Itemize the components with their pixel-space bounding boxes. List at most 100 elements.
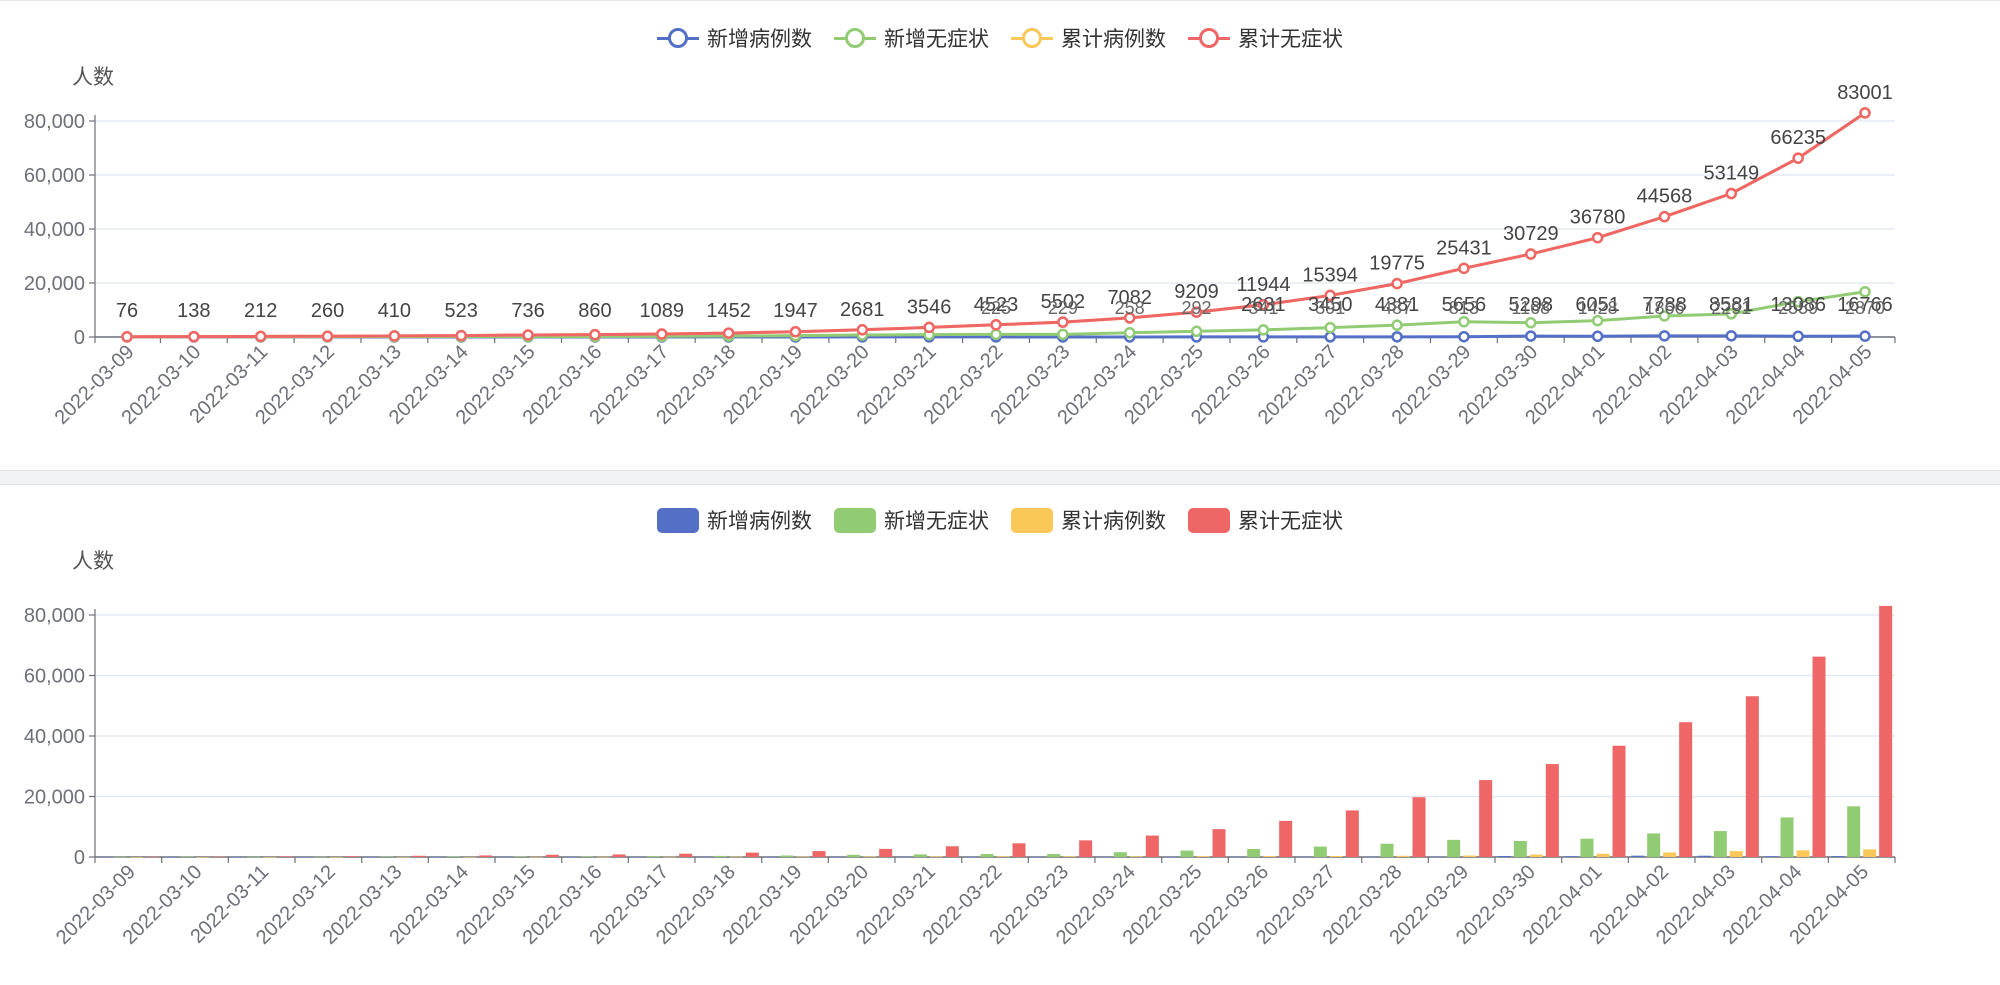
- bar: [1113, 852, 1127, 857]
- bar: [1545, 764, 1559, 857]
- legend-label: 新增无症状: [884, 510, 989, 533]
- legend-line-marker: [657, 28, 699, 48]
- bar: [679, 853, 693, 857]
- bar: [1263, 856, 1277, 857]
- legend-label: 累计病例数: [1061, 28, 1166, 51]
- bar: [796, 856, 810, 858]
- legend-item-cumulative-asymptomatic[interactable]: 累计无症状: [1188, 505, 1343, 535]
- bar: [1396, 855, 1410, 857]
- bar: [180, 856, 194, 858]
- line-chart-panel: 新增病例数 新增无症状 累计病例数 累计无症状 人数 0 20,000 40,000…: [0, 0, 2000, 471]
- data-point: [121, 331, 133, 343]
- data-point: [1257, 299, 1270, 311]
- bar: [1513, 840, 1527, 857]
- bar: [212, 856, 226, 858]
- bar: [1564, 856, 1578, 857]
- bar: [1847, 806, 1861, 857]
- data-label: 138: [177, 300, 210, 322]
- data-label: 229: [1048, 298, 1078, 318]
- bar: [129, 856, 143, 858]
- bar: [1279, 820, 1293, 857]
- data-label: 66235: [1770, 127, 1826, 149]
- bar: [729, 856, 743, 858]
- data-label: 2291: [1711, 298, 1751, 318]
- data-label: 341: [1248, 298, 1278, 318]
- legend-item-cumulative-asymptomatic[interactable]: 累计无症状: [1188, 23, 1343, 53]
- legend-item-cumulative-cases[interactable]: 累计病例数: [1011, 505, 1166, 535]
- bar-chart-legend[interactable]: 新增病例数 新增无症状 累计病例数 累计无症状: [0, 505, 2000, 535]
- bar: [929, 856, 943, 857]
- data-point: [1324, 331, 1336, 343]
- data-label: 292: [1182, 298, 1212, 318]
- bar: [1047, 854, 1061, 857]
- data-point: [722, 327, 735, 339]
- bar: [97, 856, 111, 858]
- data-point: [1391, 319, 1403, 331]
- bar: [1313, 846, 1327, 857]
- y-tick-label: 60,000: [24, 666, 85, 688]
- bar: [1329, 855, 1343, 857]
- data-label: 3546: [907, 296, 952, 318]
- bar: [1497, 856, 1511, 857]
- line-chart-plot: 020,00040,00060,00080,0002022-03-092022-…: [24, 82, 1896, 429]
- data-point: [1190, 306, 1203, 318]
- data-point: [1324, 321, 1336, 334]
- legend-item-cumulative-cases[interactable]: 累计病例数: [1011, 23, 1166, 53]
- bar: [345, 856, 359, 857]
- line-chart-legend[interactable]: 新增病例数 新增无症状 累计病例数 累计无症状: [0, 23, 2000, 53]
- bar: [697, 856, 711, 858]
- bar: [1631, 855, 1645, 857]
- bar: [1831, 856, 1845, 857]
- legend-box-marker: [1011, 507, 1053, 533]
- data-point: [1525, 248, 1537, 260]
- bar: [1412, 797, 1426, 857]
- bar: [564, 856, 578, 858]
- data-point: [856, 324, 869, 336]
- data-label: 523: [445, 300, 478, 322]
- legend-item-new-asymptomatic[interactable]: 新增无症状: [834, 23, 989, 53]
- legend-item-new-cases[interactable]: 新增病例数: [657, 505, 812, 535]
- data-label: 1168: [1511, 298, 1550, 318]
- bar: [513, 856, 527, 858]
- bar: [196, 856, 210, 858]
- bar: [1745, 696, 1759, 857]
- data-point: [1859, 330, 1871, 342]
- data-point: [1591, 231, 1604, 244]
- data-point: [1257, 324, 1270, 336]
- data-point: [1591, 330, 1604, 343]
- bar: [713, 855, 727, 857]
- data-label: 76: [116, 300, 138, 322]
- data-label: 53149: [1703, 162, 1759, 184]
- y-tick-label: 60,000: [24, 165, 85, 187]
- bar: [1764, 856, 1778, 857]
- bar: [1063, 856, 1077, 857]
- data-label: 19775: [1369, 253, 1425, 275]
- data-label: 8581: [1709, 294, 1754, 316]
- data-label: 6051: [1575, 294, 1620, 316]
- bar: [1380, 843, 1394, 857]
- legend-box-marker: [657, 507, 699, 533]
- data-point: [1057, 316, 1069, 328]
- bar: [1164, 856, 1178, 858]
- data-point: [1725, 330, 1738, 342]
- bar: [980, 854, 994, 857]
- data-label: 25431: [1436, 237, 1492, 259]
- data-label: 5298: [1509, 294, 1554, 316]
- data-point: [1591, 314, 1604, 327]
- bar: [1879, 605, 1893, 857]
- data-label: 7788: [1642, 294, 1687, 316]
- bar: [412, 855, 426, 857]
- data-label: 5502: [1041, 291, 1086, 313]
- legend-item-new-asymptomatic[interactable]: 新增无症状: [834, 505, 989, 535]
- bar: [863, 856, 877, 858]
- data-point: [923, 321, 935, 334]
- bar: [329, 856, 343, 858]
- bar: [1463, 855, 1477, 857]
- legend-label: 新增病例数: [707, 28, 812, 51]
- data-point: [1792, 330, 1804, 343]
- bar: [1196, 856, 1210, 857]
- legend-item-new-cases[interactable]: 新增病例数: [657, 23, 812, 53]
- panel-divider: [0, 470, 2000, 485]
- bar: [164, 856, 178, 858]
- data-label: 2631: [1241, 294, 1286, 316]
